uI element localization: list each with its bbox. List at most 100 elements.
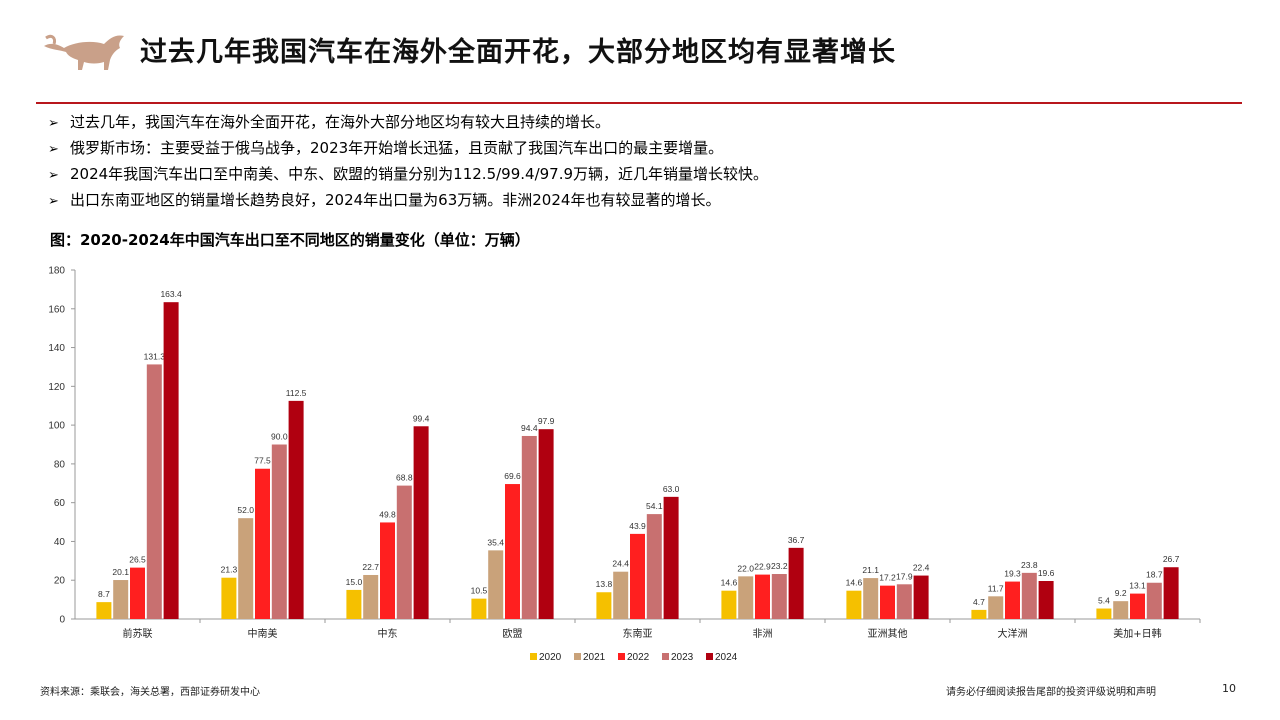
bar <box>1130 593 1145 619</box>
bar <box>913 575 929 619</box>
bar <box>863 578 879 619</box>
legend-label: 2024 <box>715 652 738 663</box>
data-label: 17.9 <box>896 571 913 581</box>
data-label: 22.4 <box>913 563 930 573</box>
bar <box>896 584 912 619</box>
legend-swatch <box>574 653 581 660</box>
data-label: 68.8 <box>396 473 413 483</box>
data-label: 10.5 <box>471 586 488 596</box>
data-label: 63.0 <box>663 484 680 494</box>
data-label: 21.1 <box>862 565 879 575</box>
data-label: 9.2 <box>1115 588 1127 598</box>
bar <box>1146 582 1162 619</box>
data-label: 22.9 <box>754 562 771 572</box>
data-label: 90.0 <box>271 432 288 442</box>
data-label: 18.7 <box>1146 570 1163 580</box>
y-tick-label: 120 <box>48 382 65 393</box>
arrow-bullet-icon: ➢ <box>48 194 59 209</box>
bar <box>396 485 412 619</box>
source-note: 资料来源：乘联会，海关总署，西部证券研发中心 <box>40 687 260 698</box>
y-tick-label: 20 <box>54 576 66 587</box>
data-label: 99.4 <box>413 413 430 423</box>
data-label: 35.4 <box>487 537 504 547</box>
bullet-list: ➢ 过去几年，我国汽车在海外全面开花，在海外大部分地区均有较大且持续的增长。 ➢ 俄… <box>48 110 768 214</box>
bar <box>130 567 145 619</box>
data-label: 43.9 <box>629 521 646 531</box>
bar <box>613 571 629 619</box>
data-label: 17.2 <box>879 573 896 583</box>
x-category-label: 前苏联 <box>123 627 153 640</box>
data-label: 54.1 <box>646 501 663 511</box>
bullet-text: 2024年我国汽车出口至中南美、中东、欧盟的销量分别为112.5/99.4/97… <box>70 165 769 183</box>
page-title: 过去几年我国汽车在海外全面开花，大部分地区均有显著增长 <box>140 37 896 68</box>
bar <box>271 444 287 619</box>
data-label: 112.5 <box>286 388 307 398</box>
bar <box>471 598 487 619</box>
bullet-text: 过去几年，我国汽车在海外全面开花，在海外大部分地区均有较大且持续的增长。 <box>70 113 611 131</box>
figure-title: 图：2020-2024年中国汽车出口至不同地区的销量变化（单位：万辆） <box>50 231 530 249</box>
bullet-text: 出口东南亚地区的销量增长趋势良好，2024年出口量为63万辆。非洲2024年也有… <box>70 191 721 209</box>
bar <box>646 514 662 619</box>
bar <box>880 585 895 619</box>
bar <box>96 602 112 619</box>
data-label: 13.1 <box>1129 581 1146 591</box>
bar <box>505 484 520 619</box>
data-label: 11.7 <box>988 583 1004 593</box>
bull-logo-icon <box>44 34 124 70</box>
x-category-label: 中南美 <box>248 627 278 640</box>
title-divider <box>36 102 1242 104</box>
bar <box>413 426 429 619</box>
legend-label: 2023 <box>671 652 694 663</box>
page-number: 10 <box>1222 682 1236 695</box>
x-category-label: 东南亚 <box>623 627 653 640</box>
bullet-item: ➢ 俄罗斯市场：主要受益于俄乌战争，2023年开始增长迅猛，且贡献了我国汽车出口的… <box>48 136 768 162</box>
y-tick-label: 60 <box>54 498 66 509</box>
data-label: 13.8 <box>596 579 613 589</box>
data-label: 97.9 <box>538 416 555 426</box>
x-category-label: 欧盟 <box>503 628 523 640</box>
legend-swatch <box>706 653 713 660</box>
bar <box>238 518 254 619</box>
bar <box>288 400 304 619</box>
bullet-item: ➢ 过去几年，我国汽车在海外全面开花，在海外大部分地区均有较大且持续的增长。 <box>48 110 768 136</box>
bar <box>738 576 754 619</box>
bar <box>771 574 787 619</box>
x-category-label: 非洲 <box>753 628 773 640</box>
bullet-item: ➢ 2024年我国汽车出口至中南美、中东、欧盟的销量分别为112.5/99.4/9… <box>48 162 768 188</box>
legend-label: 2022 <box>627 652 650 663</box>
bar <box>988 596 1004 619</box>
data-label: 131.3 <box>144 351 166 361</box>
data-label: 26.5 <box>129 555 146 565</box>
y-tick-label: 80 <box>54 459 66 470</box>
bar <box>1021 572 1037 619</box>
bar <box>596 592 612 619</box>
bar-chart: 0 20 40 60 80 100 120 140 160 180 前苏联 8.7 20.126.5 13… <box>48 266 1201 663</box>
bar <box>663 496 679 619</box>
bar <box>146 364 162 619</box>
data-label: 4.7 <box>973 597 985 607</box>
bar <box>113 580 129 619</box>
data-label: 23.2 <box>771 561 788 571</box>
y-tick-label: 0 <box>59 615 65 626</box>
y-tick-label: 100 <box>48 421 65 432</box>
data-label: 19.6 <box>1038 568 1055 578</box>
y-tick-label: 140 <box>48 343 65 354</box>
data-label: 163.4 <box>160 289 182 299</box>
bar <box>630 533 645 619</box>
bar <box>221 577 237 619</box>
data-label: 23.8 <box>1021 560 1038 570</box>
data-label: 36.7 <box>788 535 805 545</box>
legend-swatch <box>530 653 537 660</box>
y-tick-label: 180 <box>48 266 65 277</box>
bar <box>488 550 504 619</box>
data-label: 5.4 <box>1098 596 1110 606</box>
bar <box>538 429 554 619</box>
data-label: 8.7 <box>98 589 110 599</box>
bar <box>788 547 804 619</box>
x-category-label: 亚洲其他 <box>868 627 908 640</box>
data-label: 69.6 <box>504 471 521 481</box>
disclaimer-note: 请务必仔细阅读报告尾部的投资评级说明和声明 <box>946 687 1156 698</box>
bar <box>255 468 270 619</box>
bullet-text: 俄罗斯市场：主要受益于俄乌战争，2023年开始增长迅猛，且贡献了我国汽车出口的最… <box>70 139 724 157</box>
y-tick-label: 160 <box>48 304 65 315</box>
